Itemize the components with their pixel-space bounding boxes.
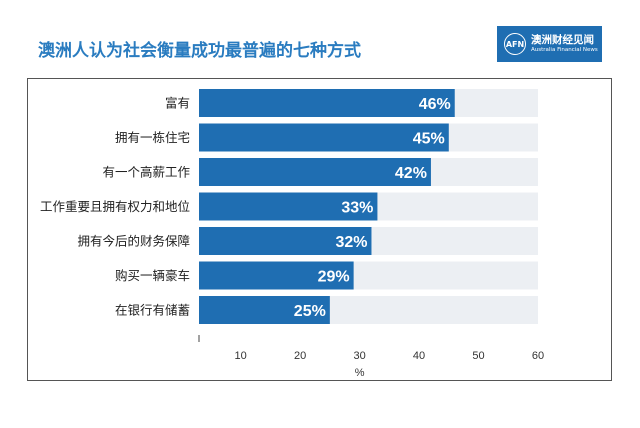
bar-value-label: 25% (294, 303, 326, 320)
category-label: 拥有今后的财务保障 (77, 234, 190, 249)
logo-text: 澳洲财经见闻 Australia Financial News (531, 35, 598, 53)
bar (199, 296, 330, 324)
x-tick-label: 20 (294, 350, 306, 362)
x-tick-label: 60 (532, 350, 544, 362)
category-label: 拥有一栋住宅 (115, 130, 190, 145)
bar (199, 123, 449, 152)
x-tick-label: 50 (472, 350, 484, 362)
category-label: 有一个高薪工作 (102, 165, 190, 180)
chart-frame (27, 78, 612, 381)
bar (199, 227, 372, 255)
bar-value-label: 42% (395, 165, 427, 182)
bar-value-label: 45% (413, 131, 445, 148)
category-label: 富有 (165, 96, 190, 111)
bar (199, 192, 378, 221)
bar-value-label: 46% (419, 96, 451, 113)
category-label: 工作重要且拥有权力和地位 (40, 199, 190, 214)
x-tick-label: 10 (235, 350, 247, 362)
logo-name-cn: 澳洲财经见闻 (531, 34, 594, 47)
x-axis-label: % (355, 367, 365, 379)
category-label: 购买一辆豪车 (115, 268, 190, 283)
chart-title: 澳洲人认为社会衡量成功最普遍的七种方式 (38, 41, 361, 61)
brand-logo: AFN 澳洲财经见闻 Australia Financial News (497, 26, 602, 62)
bar (199, 261, 354, 290)
bar (199, 158, 431, 186)
category-label: 在银行有储蓄 (115, 303, 190, 318)
x-tick-label: 30 (353, 350, 365, 362)
bar (199, 89, 455, 117)
x-tick-label: 40 (413, 350, 425, 362)
bar-value-label: 32% (335, 234, 367, 251)
logo-mark-icon: AFN (504, 33, 526, 55)
logo-name-en: Australia Financial News (531, 46, 598, 53)
bar-value-label: 33% (341, 200, 373, 217)
bar-value-label: 29% (318, 269, 350, 286)
